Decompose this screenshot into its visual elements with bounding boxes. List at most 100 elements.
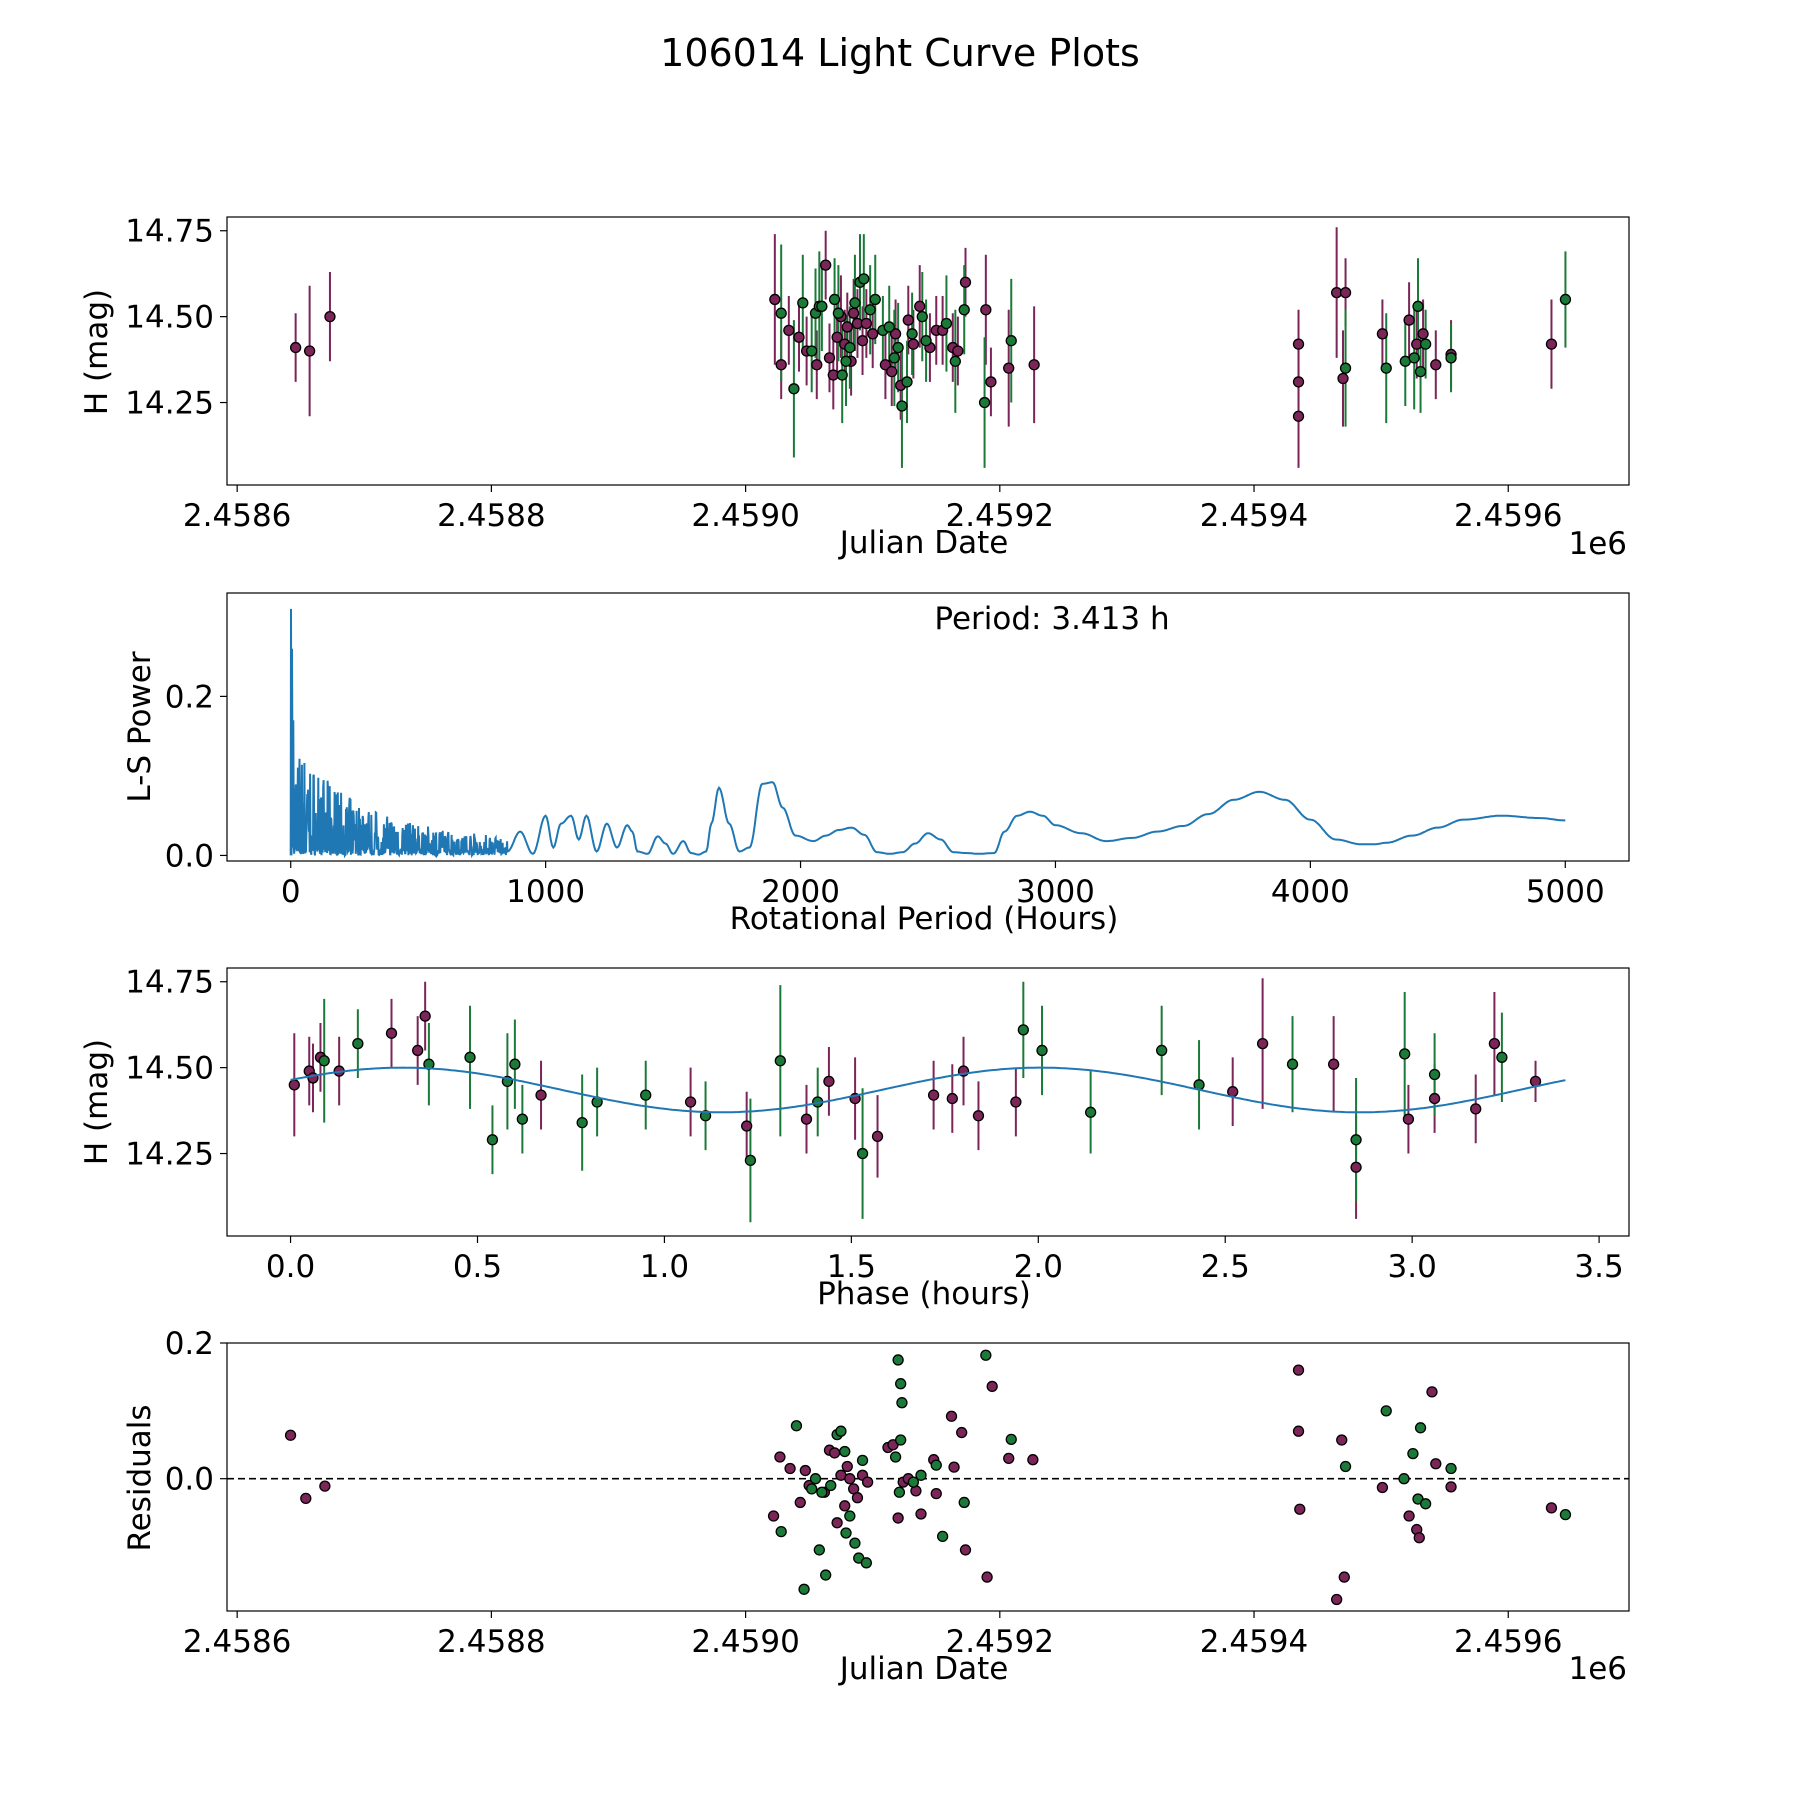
residuals-green-point (1005, 1433, 1017, 1445)
lightcurve-magenta-point (985, 376, 997, 388)
phased-xtick-label: 1.5 (827, 1249, 876, 1285)
residuals-green-point (958, 1496, 970, 1509)
lightcurve-magenta-point (775, 359, 787, 371)
lightcurve-magenta-point (952, 345, 964, 357)
residuals-magenta-point (1430, 1458, 1442, 1470)
residuals-green-point (980, 1349, 992, 1361)
lightcurve-ytick-label: 14.25 (125, 386, 214, 422)
lightcurve-magenta-point (914, 300, 926, 312)
lightcurve-magenta-point (769, 293, 781, 306)
lightcurve-green-point (1408, 352, 1420, 364)
phased-xtick-label: 1.0 (640, 1249, 689, 1285)
lightcurve-ylabel: H (mag) (79, 289, 115, 415)
phased-xtick-label: 0.0 (266, 1249, 315, 1285)
lightcurve-green-point (1414, 365, 1427, 378)
lightcurve-magenta-point (889, 328, 902, 340)
phased-green-point (744, 1154, 757, 1167)
phased-xtick-label: 0.5 (453, 1249, 502, 1285)
lightcurve-green-point (892, 341, 904, 354)
residuals-panel: Julian Date Residuals 1e6 2.4586 2.4588 2.… (122, 1326, 1630, 1687)
residuals-green-point (1398, 1473, 1410, 1485)
phased-ytick-label: 14.75 (125, 965, 214, 1001)
residuals-green-point (1559, 1509, 1572, 1521)
phased-magenta-point (946, 1092, 958, 1105)
phased-xtick-label: 2.5 (1201, 1249, 1250, 1285)
phased-points (288, 978, 1542, 1223)
lightcurve-green-point (1445, 352, 1457, 364)
lightcurve-magenta-point (959, 276, 972, 288)
period-annotation: Period: 3.413 h (934, 601, 1169, 637)
phased-magenta-point (823, 1075, 835, 1088)
residuals-green-point (892, 1354, 904, 1366)
lightcurve-magenta-point (783, 324, 795, 337)
phased-magenta-point (1256, 1037, 1269, 1050)
residuals-magenta-point (1376, 1481, 1389, 1494)
residuals-xtick-label: 2.4590 (691, 1624, 799, 1660)
phased-magenta-point (535, 1089, 547, 1101)
residuals-magenta-point (1336, 1434, 1348, 1446)
lightcurve-axes-frame (226, 216, 1630, 486)
lightcurve-magenta-point (1337, 372, 1349, 385)
periodogram-line-group (289, 608, 1566, 859)
phased-green-point (1428, 1068, 1441, 1081)
phased-magenta-point (1010, 1096, 1022, 1108)
phased-green-point (856, 1147, 869, 1160)
residuals-magenta-point (981, 1571, 993, 1583)
residuals-green-point (813, 1544, 825, 1556)
phased-green-point (1399, 1048, 1411, 1060)
lightcurve-magenta-point (811, 359, 823, 371)
phased-green-point (1036, 1044, 1048, 1057)
residuals-green-point (839, 1445, 851, 1458)
residuals-green-point (840, 1527, 852, 1539)
residuals-magenta-point (986, 1380, 998, 1393)
residuals-magenta-point (774, 1451, 786, 1463)
residuals-green-point (844, 1510, 856, 1522)
lightcurve-points (289, 227, 1572, 468)
lightcurve-green-point (864, 304, 876, 316)
lightcurve-offset-label: 1e6 (1568, 526, 1627, 562)
lightcurve-green-point (1380, 362, 1392, 374)
residuals-green-point (896, 1397, 908, 1409)
lightcurve-green-point (949, 355, 961, 367)
lightcurve-magenta-point (303, 345, 316, 357)
phased-magenta-point (871, 1130, 884, 1143)
lightcurve-green-point (832, 307, 845, 319)
phased-green-point (318, 1055, 330, 1067)
residuals-magenta-point (851, 1492, 864, 1504)
residuals-magenta-point (828, 1447, 841, 1459)
lightcurve-green-point (816, 300, 828, 312)
lightcurve-magenta-point (1028, 359, 1040, 371)
phased-green-point (1156, 1044, 1168, 1057)
phased-green-point (486, 1134, 499, 1146)
lightcurve-green-point (958, 304, 970, 316)
phased-axes-frame (226, 967, 1630, 1237)
residuals-magenta-point (784, 1462, 796, 1475)
phased-magenta-point (684, 1096, 697, 1108)
lightcurve-green-point (828, 293, 841, 306)
lightcurve-magenta-point (1430, 359, 1442, 371)
lightcurve-magenta-point (879, 359, 892, 371)
residuals-magenta-point (1294, 1503, 1306, 1515)
phased-magenta-point (1428, 1092, 1441, 1105)
phased-green-point (352, 1037, 364, 1050)
residuals-xtick-label: 2.4586 (183, 1624, 291, 1660)
lightcurve-green-point (844, 341, 856, 354)
residuals-green-point (895, 1378, 907, 1390)
residuals-green-point (860, 1557, 873, 1569)
residuals-green-point (835, 1425, 847, 1437)
residuals-green-point (790, 1420, 803, 1432)
residuals-green-point (895, 1434, 907, 1446)
residuals-magenta-point (794, 1496, 806, 1509)
residuals-xtick-label: 2.4596 (1454, 1624, 1562, 1660)
residuals-magenta-point (1027, 1454, 1039, 1466)
lightcurve-magenta-point (1292, 410, 1305, 422)
lightcurve-green-point (836, 369, 848, 381)
phased-green-point (1084, 1106, 1097, 1118)
periodogram-panel: Rotational Period (Hours) L-S Power Peri… (122, 592, 1630, 937)
lightcurve-magenta-point (1545, 338, 1558, 350)
lightcurve-magenta-point (860, 317, 873, 330)
residuals-green-point (849, 1537, 861, 1549)
lightcurve-green-point (888, 352, 900, 364)
residuals-magenta-point (915, 1508, 927, 1520)
